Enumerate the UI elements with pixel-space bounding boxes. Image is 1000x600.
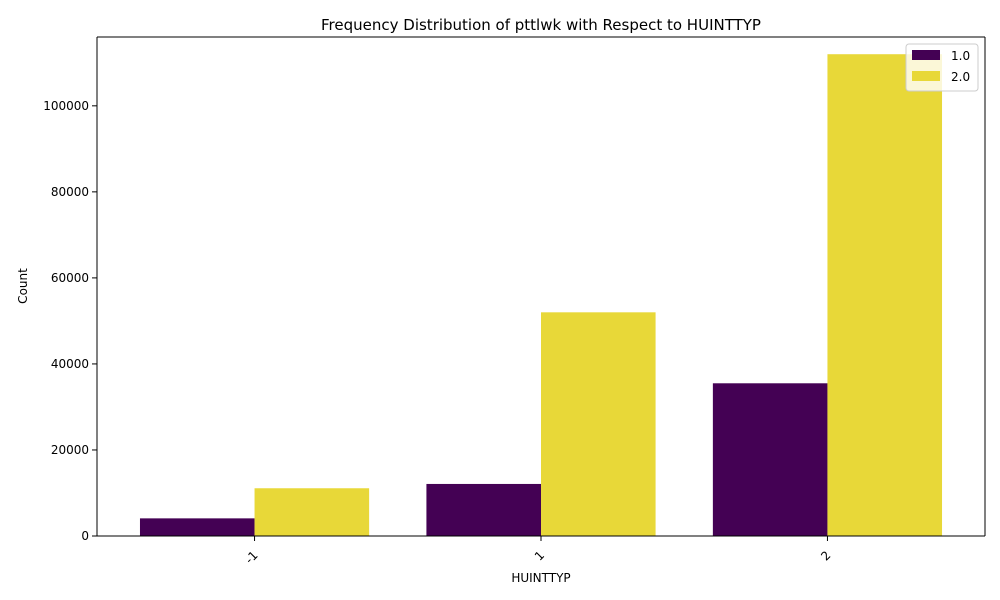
legend-swatch-series-1: [912, 50, 940, 60]
legend-label-series-1: 1.0: [951, 49, 970, 63]
bar-1-cat-1: [139, 518, 255, 536]
bar-2-cat-3: [827, 54, 943, 537]
y-tick-label: 60000: [51, 271, 89, 285]
y-tick-label: 20000: [51, 443, 89, 457]
bar-2-cat-2: [541, 312, 656, 536]
legend-swatch-series-2: [912, 71, 940, 81]
y-tick-label: 40000: [51, 357, 89, 371]
y-tick-label: 80000: [51, 185, 89, 199]
chart-title: Frequency Distribution of pttlwk with Re…: [321, 16, 761, 34]
x-axis-label: HUINTTYP: [511, 571, 570, 585]
y-tick-label: 0: [81, 529, 89, 543]
bars-layer: [139, 54, 943, 537]
legend-label-series-2: 2.0: [951, 70, 970, 84]
legend: 1.0 2.0: [905, 43, 979, 92]
bar-1-cat-2: [426, 483, 541, 536]
bar-1-cat-3: [712, 383, 828, 536]
bar-2-cat-1: [254, 488, 370, 536]
y-axis-label: Count: [16, 268, 30, 304]
y-ticks: 0 20000 40000 60000 80000 100000: [43, 99, 97, 543]
y-tick-label: 100000: [43, 99, 89, 113]
